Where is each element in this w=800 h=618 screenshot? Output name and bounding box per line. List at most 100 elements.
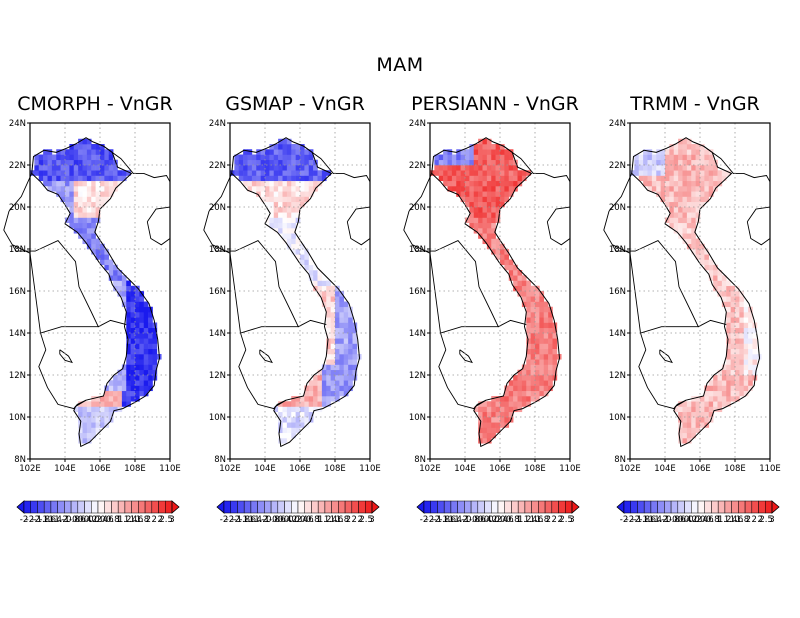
colorbar-segment xyxy=(443,500,452,514)
bias-cell xyxy=(135,291,140,297)
bias-cell xyxy=(269,165,275,171)
bias-cell xyxy=(717,275,723,281)
colorbar-label: -1.2 xyxy=(51,515,68,525)
bias-cell xyxy=(56,165,61,171)
bias-cell xyxy=(82,411,88,418)
bias-cell xyxy=(113,165,118,171)
bias-cell xyxy=(717,396,723,402)
bias-cell xyxy=(491,238,496,245)
bias-cell xyxy=(656,149,661,155)
bias-cell xyxy=(104,411,110,418)
bias-cell xyxy=(348,364,353,371)
bias-cell xyxy=(665,217,670,224)
bias-cell xyxy=(739,333,745,339)
colorbar-label: 2 xyxy=(146,515,151,525)
bias-cell xyxy=(486,138,492,145)
bias-cell xyxy=(330,333,336,339)
bias-cell xyxy=(86,228,92,234)
bias-cell xyxy=(500,149,505,155)
bias-cell xyxy=(695,249,701,255)
bias-cell xyxy=(326,301,331,308)
bias-cell xyxy=(330,296,336,302)
bias-cell xyxy=(321,385,327,392)
bias-cell xyxy=(326,380,331,386)
bias-cell xyxy=(513,385,518,392)
bias-cell xyxy=(295,144,301,150)
bias-cell xyxy=(704,180,710,187)
bias-cell xyxy=(282,196,288,203)
lon-tick-label: 102E xyxy=(19,464,41,474)
bias-cell xyxy=(335,317,340,323)
bias-cell xyxy=(238,165,244,171)
bias-cell xyxy=(686,438,692,444)
bias-cell xyxy=(638,170,644,176)
bias-cell xyxy=(291,149,296,155)
bias-cell xyxy=(521,301,527,308)
bias-cell xyxy=(335,296,340,302)
bias-cell xyxy=(108,264,114,271)
bias-cell xyxy=(513,375,518,381)
colorbar-label: 0.4 xyxy=(294,515,308,525)
bias-cell xyxy=(682,417,688,423)
bias-cell xyxy=(300,175,305,182)
bias-cell xyxy=(278,222,283,229)
bias-cell xyxy=(543,327,549,334)
colorbar-label: 0.6 xyxy=(500,515,514,525)
bias-cell xyxy=(695,401,701,407)
bias-cell xyxy=(330,380,336,386)
bias-cell xyxy=(521,170,527,176)
lat-tick-label: 16N xyxy=(609,287,626,297)
bias-cell xyxy=(108,380,114,386)
bias-cell xyxy=(704,149,710,155)
colorbar-label: 1.4 xyxy=(324,515,338,525)
bias-cell xyxy=(130,369,136,376)
bias-cell xyxy=(148,369,153,376)
bias-cell xyxy=(108,159,114,166)
bias-cell xyxy=(148,338,153,344)
bias-cell xyxy=(352,327,358,334)
bias-cell xyxy=(500,243,505,250)
bias-cell xyxy=(230,170,235,176)
bias-cell xyxy=(678,159,683,166)
bias-cell xyxy=(135,317,140,323)
bias-cell xyxy=(500,170,505,176)
bias-cell xyxy=(100,259,105,266)
bias-cell xyxy=(304,175,310,182)
bias-cell xyxy=(656,159,661,166)
bias-cell xyxy=(634,170,640,176)
bias-cell xyxy=(686,228,692,234)
bias-cell xyxy=(739,343,745,350)
colorbar-segment xyxy=(97,500,105,514)
bias-cell xyxy=(526,312,531,318)
bias-cell xyxy=(504,170,510,176)
colorbar-label: -0.2 xyxy=(481,515,498,525)
bias-cell xyxy=(704,154,710,161)
bias-cell xyxy=(478,175,483,182)
bias-cell xyxy=(682,186,688,192)
bias-cell xyxy=(330,317,336,323)
bias-cell xyxy=(682,149,688,155)
bias-cell xyxy=(495,417,501,423)
lat-tick-label: 14N xyxy=(409,329,426,339)
bias-cell xyxy=(47,175,53,182)
bias-cell xyxy=(295,411,301,418)
bias-cell xyxy=(647,186,653,192)
bias-cell xyxy=(143,380,149,386)
bias-cell xyxy=(126,364,131,371)
bias-cell xyxy=(508,180,514,187)
bias-cell xyxy=(139,359,145,365)
bias-cell xyxy=(517,390,523,397)
bias-cell xyxy=(656,191,661,197)
bias-cell xyxy=(504,191,510,197)
bias-cell xyxy=(682,217,688,224)
bias-cell xyxy=(130,338,136,344)
bias-cell xyxy=(743,306,749,313)
bias-cell xyxy=(143,338,149,344)
bias-cell xyxy=(126,348,131,355)
bias-cell xyxy=(100,144,105,150)
bias-cell xyxy=(638,154,644,161)
bias-cell xyxy=(495,396,501,402)
bias-cell xyxy=(686,149,692,155)
bias-cell xyxy=(535,396,540,402)
bias-cell xyxy=(726,296,731,302)
